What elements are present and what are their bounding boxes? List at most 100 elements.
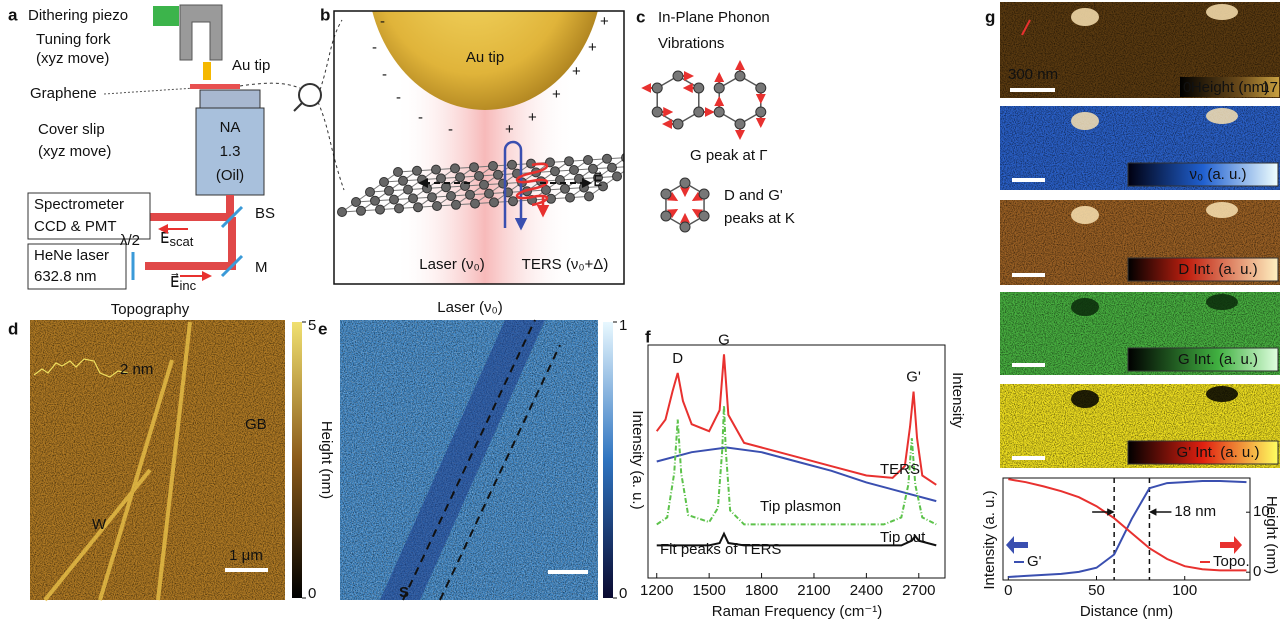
atom — [641, 152, 650, 161]
atom — [509, 197, 518, 206]
atom — [390, 195, 399, 204]
hexagon — [657, 76, 699, 124]
label: E⃗scat — [160, 228, 194, 249]
peak-label: D — [672, 350, 683, 367]
charge: + — [600, 13, 609, 30]
label: Au tip — [466, 49, 504, 66]
atom — [699, 189, 709, 199]
colorbar-tick-label: 1 — [619, 317, 627, 334]
series-label: Tip out — [880, 529, 926, 546]
atom — [680, 178, 690, 188]
panel-b-content — [338, 0, 650, 285]
label: NA — [220, 119, 241, 136]
label: Graphene — [30, 85, 97, 102]
label: In-Plane Phonon — [658, 9, 770, 26]
atom — [352, 198, 361, 207]
atom — [452, 200, 461, 209]
atom — [694, 83, 704, 93]
atom — [756, 107, 766, 117]
subscript: inc — [179, 278, 196, 293]
atom — [622, 153, 631, 162]
atom — [442, 183, 451, 192]
x-tick-label: 100 — [1172, 582, 1197, 599]
label: Cover slip — [38, 121, 105, 138]
panel-f: f Raman Frequency (cm⁻¹) Intensity 12001… — [640, 327, 966, 619]
atom — [409, 194, 418, 203]
atom — [566, 193, 575, 202]
atom — [447, 192, 456, 201]
label: S — [399, 584, 409, 601]
tip — [203, 62, 211, 80]
panel-letter: f — [645, 327, 651, 346]
charge: - — [372, 39, 377, 56]
domain — [1071, 298, 1099, 316]
atom — [589, 164, 598, 173]
peak-label: G — [718, 331, 730, 348]
atom — [385, 186, 394, 195]
x-axis-label: Distance (nm) — [1080, 603, 1173, 620]
label: E⃗ — [593, 171, 602, 190]
label: Topography — [111, 301, 190, 318]
label: 632.8 nm — [34, 268, 97, 285]
label: Laser (ν₀) — [437, 299, 502, 316]
label: GB — [245, 416, 267, 433]
atom — [570, 166, 579, 175]
bond — [631, 156, 645, 166]
label: 1.3 — [220, 143, 241, 160]
label: G peak at Γ — [690, 147, 767, 164]
panel-a: a Dithering piezo Tuning fork (xyz move)… — [8, 5, 344, 293]
atom — [423, 184, 432, 193]
label: M — [255, 259, 268, 276]
panel-d: d Topography 2 nm GB W 1 μm Height (nm) — [8, 301, 335, 600]
charge: - — [418, 109, 423, 126]
colorbar — [603, 322, 613, 598]
atom — [673, 71, 683, 81]
colorbar-label: Height (nm) — [318, 421, 335, 499]
domain — [1206, 386, 1238, 402]
colorbar-max: 17 — [1261, 79, 1278, 96]
piezo — [153, 6, 179, 26]
colorbar-label: D Int. (a. u.) — [1178, 261, 1257, 278]
atom — [357, 206, 366, 215]
x-tick-label: 1800 — [745, 582, 778, 599]
charge: - — [380, 13, 385, 30]
charge: + — [528, 109, 537, 126]
label: D and G' — [724, 187, 783, 204]
y-axis-label: Intensity — [949, 372, 966, 428]
domain — [1206, 202, 1238, 218]
label: BS — [255, 205, 275, 222]
charge: + — [552, 86, 561, 103]
colorbar-label: Height (nm) — [1191, 79, 1269, 96]
y-axis-label: Intensity (a. u.) — [981, 490, 998, 589]
atom — [494, 170, 503, 179]
label: peaks at K — [724, 210, 795, 227]
atom — [756, 83, 766, 93]
atom — [394, 168, 403, 177]
graphene — [190, 84, 240, 89]
panel-letter: b — [320, 5, 330, 24]
atom — [433, 202, 442, 211]
subscript: scat — [169, 234, 193, 249]
domain — [1071, 8, 1099, 26]
atom — [380, 178, 389, 187]
label: Laser (ν₀) — [419, 256, 484, 273]
label: TERS (ν₀+Δ) — [522, 256, 609, 273]
label: CCD & PMT — [34, 218, 117, 235]
atom — [366, 188, 375, 197]
atom — [395, 204, 404, 213]
atom — [608, 163, 617, 172]
label: Vibrations — [658, 35, 724, 52]
domain — [1071, 112, 1099, 130]
label: W — [92, 516, 107, 533]
hexagon — [719, 76, 761, 124]
atom — [376, 205, 385, 214]
scale-bar-label: 300 nm — [1008, 66, 1058, 83]
domain — [1071, 206, 1099, 224]
x-tick-label: 2100 — [797, 582, 830, 599]
atom — [735, 71, 745, 81]
series-label: Tip plasmon — [760, 498, 841, 515]
atom — [661, 189, 671, 199]
panel-b: b Au tip E⃗ Laser (ν₀) TERS (ν₀+Δ) -----… — [320, 0, 650, 285]
panel-letter: a — [8, 5, 18, 24]
legend-label: G' — [1027, 553, 1042, 570]
